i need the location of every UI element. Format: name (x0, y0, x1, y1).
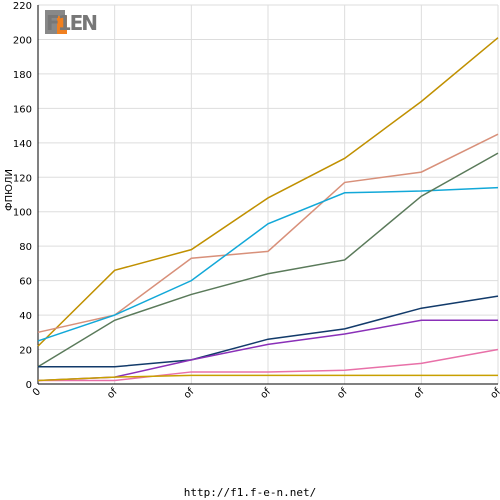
series-line (38, 348, 499, 382)
series-line (38, 295, 499, 368)
x-tick-label: of (259, 386, 274, 401)
logo-box (57, 16, 67, 34)
series-line (37, 186, 499, 342)
logo-text: F1EN (46, 11, 96, 35)
x-tick-label: of (182, 386, 197, 401)
x-tick-label: of (105, 386, 120, 401)
series-line (37, 37, 499, 347)
y-tick-label: 0 (26, 380, 32, 391)
x-tick-label: of (412, 386, 427, 401)
y-tick-label: 20 (19, 346, 32, 357)
y-tick-label: 120 (13, 173, 32, 184)
y-tick-label: 140 (13, 139, 32, 150)
footer: http://f1.f-e-n.net/ (184, 486, 316, 499)
y-tick-label: 220 (13, 1, 32, 12)
x-tick-label: of (489, 386, 500, 401)
x-tick-label: of (335, 386, 350, 401)
x-tick-label: 0 (31, 386, 43, 398)
series-line (37, 374, 498, 382)
y-tick-label: 180 (13, 70, 32, 81)
y-tick-label: 60 (19, 277, 32, 288)
y-tick-label: 80 (19, 242, 32, 253)
y-tick-label: 160 (13, 104, 32, 115)
series-line (37, 152, 499, 368)
logo: F1EN (45, 10, 98, 35)
y-tick-label: 200 (13, 35, 32, 46)
y-tick-label: 100 (13, 208, 32, 219)
y-axis-label: ФПЮЛИ (4, 169, 15, 211)
y-tick-label: 40 (19, 311, 32, 322)
